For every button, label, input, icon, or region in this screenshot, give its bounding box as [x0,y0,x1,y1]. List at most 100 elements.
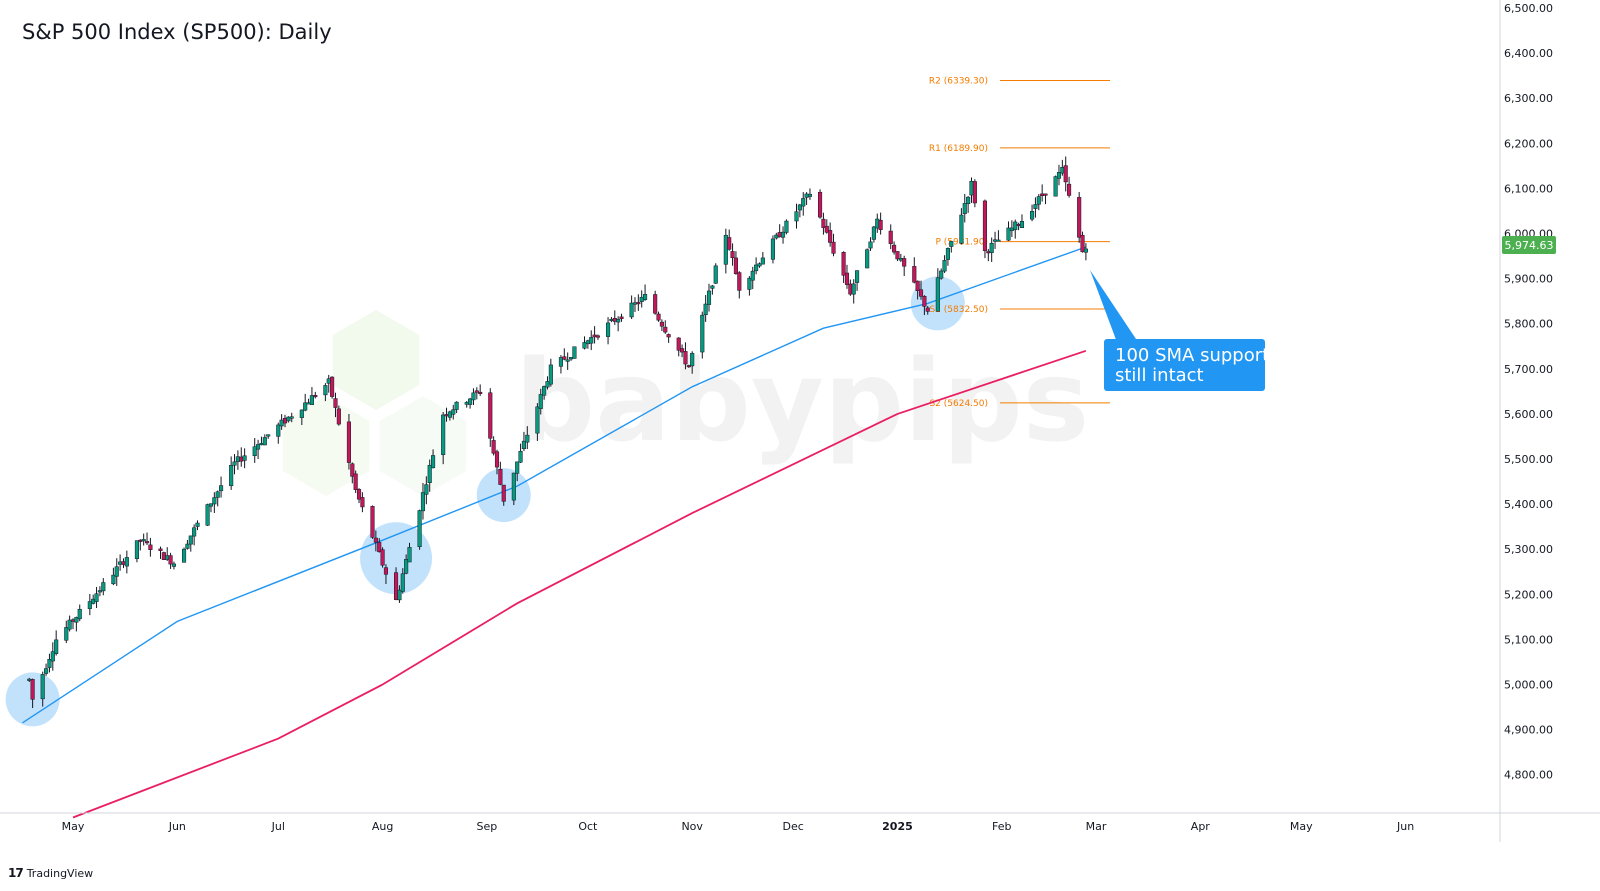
y-tick-label: 5,900.00 [1504,273,1553,286]
candle-body [700,314,705,353]
candle-body [454,401,459,410]
candle-body [309,395,314,405]
candle-body [501,484,506,502]
pivot-label: R2 (6339.30) [929,76,988,86]
candle-body [259,443,264,446]
candle-body [47,659,52,668]
x-tick-label: Dec [782,820,803,833]
candle-body [370,506,375,538]
x-tick-label: Oct [578,820,598,833]
candle-body [77,608,82,620]
candle-body [562,356,567,360]
candle-body [871,226,876,240]
candle-body [498,468,503,485]
candle-body [925,307,930,312]
candle-body [595,335,601,338]
candle-body [97,590,102,593]
candle-body [542,386,547,396]
y-tick-label: 5,300.00 [1504,543,1553,556]
candle-body [165,555,170,560]
candle-body [868,241,873,249]
candle-body [737,272,742,291]
candle-body [807,193,813,197]
candle-body [124,557,129,567]
candle-body [64,627,69,641]
candle-body [538,394,543,409]
candle-body [898,258,903,261]
candle-body [747,277,752,290]
candle-body [888,230,893,244]
candle-body [750,270,755,281]
chart-title: S&P 500 Index (SP500): Daily [22,20,332,44]
candle-body [1036,196,1041,205]
candle-body [447,411,452,418]
candle-body [30,679,35,700]
callout-pointer [1090,270,1140,345]
candle-body [659,321,664,327]
y-tick-label: 6,100.00 [1504,182,1553,195]
candle-body [239,456,244,462]
candle-body [1067,183,1072,196]
candle-body [400,573,405,592]
candle-body [380,549,385,566]
candle-body [44,668,49,674]
candle-body [878,219,883,230]
candle-body [168,555,173,565]
candle-body [424,484,429,495]
candle-body [91,598,96,604]
candle-body [548,364,553,385]
candle-body [232,461,237,466]
candle-body [606,322,611,337]
candle-body [323,385,328,396]
candle-body [407,547,412,563]
candle-body [451,409,456,415]
candle-body [760,257,765,265]
candle-body [188,535,193,545]
candle-body [195,522,200,527]
candle-body [377,542,382,553]
y-tick-label: 5,100.00 [1504,633,1553,646]
tradingview-brand[interactable]: 17 TradingView [8,866,93,880]
candle-body [865,249,870,269]
candle-body [256,444,261,450]
x-tick-label: Jun [168,820,186,833]
candle-body [279,419,284,427]
candle-body [394,572,399,600]
candle-body [703,303,708,315]
candle-body [303,402,308,411]
candle-body [427,464,432,483]
callout-line-2: still intact [1115,365,1204,386]
candle-body [565,359,570,362]
candle-layer [27,156,1088,709]
candle-body [1009,227,1014,231]
candle-body [299,409,304,418]
candle-body [875,218,880,229]
candle-body [111,574,116,585]
x-tick-label: Apr [1191,820,1211,833]
candle-body [895,251,900,260]
watermark-layer: babypips [282,310,1089,496]
candle-body [360,497,365,508]
candle-body [1043,193,1048,196]
y-tick-label: 6,400.00 [1504,47,1553,60]
candle-body [851,283,856,295]
candle-body [636,302,641,305]
candle-body [144,541,150,544]
candle-body [1077,197,1082,238]
y-tick-label: 6,500.00 [1504,2,1553,15]
x-tick-label: 2025 [882,820,913,833]
x-tick-label: Aug [372,820,393,833]
callout-box [1104,339,1265,391]
candle-body [784,220,789,233]
y-tick-label: 6,200.00 [1504,137,1553,150]
candle-body [545,381,550,388]
x-tick-label: Feb [992,820,1011,833]
candle-body [777,232,782,238]
candle-body [148,544,153,551]
candle-body [663,326,668,333]
candle-body [266,434,271,437]
candle-body [757,263,762,267]
candle-body [1019,221,1025,228]
